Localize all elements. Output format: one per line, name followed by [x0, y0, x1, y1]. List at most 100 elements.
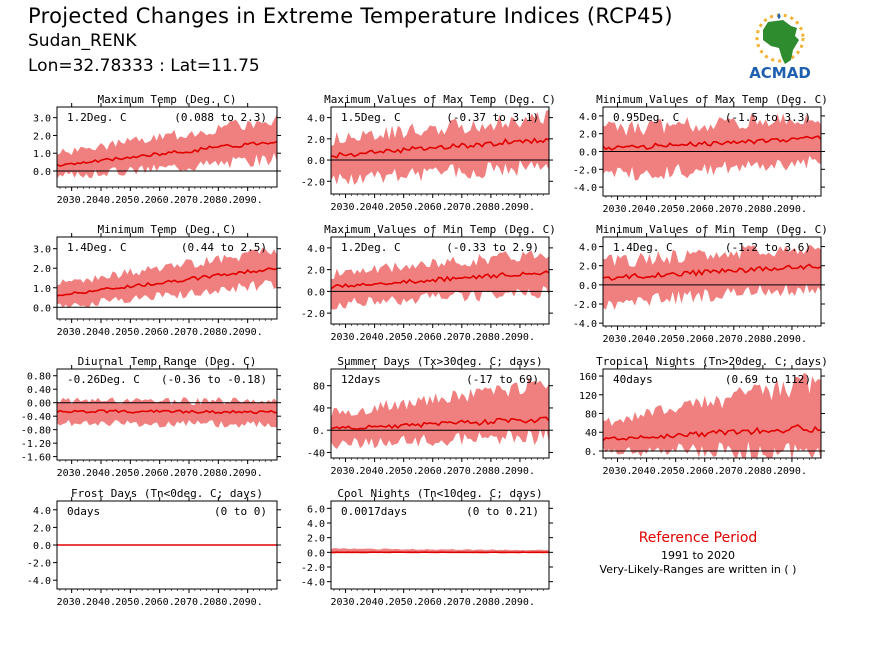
range-note: Very-Likely-Ranges are written in ( ) — [599, 563, 797, 576]
y-tick-label: 2.0 — [579, 130, 597, 141]
x-tick-label: 2040. — [360, 332, 390, 343]
x-tick-label: 2040. — [632, 204, 662, 215]
x-tick-label: 2030. — [602, 334, 632, 345]
mean-change-label: 12days — [341, 373, 381, 386]
x-tick-label: 2080. — [476, 332, 506, 343]
y-tick-label: 0.0 — [33, 167, 51, 178]
x-tick-label: 2080. — [476, 466, 506, 477]
mean-change-label: 1.4Deg. C — [613, 241, 673, 254]
chart-panel-2: 4.02.00.0-2.02030.2040.2050.2060.2070.20… — [301, 93, 556, 213]
y-tick-label: 2.0 — [33, 264, 51, 275]
plot-frame — [56, 106, 278, 188]
mean-change-line — [57, 140, 277, 167]
x-tick-label: 2040. — [632, 334, 662, 345]
x-tick-label: 2050. — [389, 466, 419, 477]
page-title: Projected Changes in Extreme Temperature… — [28, 4, 673, 28]
x-tick-label: 2060. — [418, 202, 448, 213]
y-tick-label: 0.00 — [27, 399, 51, 410]
plot-frame — [330, 368, 550, 459]
panel-title: Tropical Nights (Tn>20deg. C; days) — [596, 355, 828, 368]
x-tick-label: 2080. — [476, 597, 506, 608]
x-tick-label: 2050. — [115, 597, 145, 608]
panel-title: Minimum Temp (Deg. C) — [97, 223, 236, 236]
mean-change-label: 0.0017days — [341, 505, 407, 518]
x-tick-label: 2060. — [690, 204, 720, 215]
x-tick-label: 2070. — [719, 204, 749, 215]
y-tick-label: 0.0 — [33, 541, 51, 552]
x-tick-label: 2080. — [203, 195, 233, 206]
likely-range-band — [331, 109, 549, 185]
range-label: (0.44 to 2.5) — [181, 241, 267, 254]
mean-change-line — [57, 267, 277, 297]
x-tick-label: 2040. — [360, 597, 390, 608]
x-tick-label: 2040. — [632, 466, 662, 477]
x-tick-label: 2080. — [476, 202, 506, 213]
y-tick-label: -0.80 — [21, 426, 51, 437]
y-tick-label: -0.40 — [21, 412, 51, 423]
y-tick-label: -2.0 — [301, 563, 325, 574]
x-tick-label: 2030. — [57, 597, 87, 608]
water-drop-icon — [777, 13, 781, 19]
x-tick-label: 2040. — [86, 597, 116, 608]
x-tick-label: 2040. — [360, 202, 390, 213]
range-label: (-17 to 69) — [466, 373, 539, 386]
y-tick-label: -4.0 — [27, 576, 51, 587]
x-tick-label: 2090. — [233, 195, 263, 206]
panel-title: Maximum Values of Min Temp (Deg. C) — [324, 223, 556, 236]
y-tick-label: 0.0 — [579, 281, 597, 292]
x-tick-label: 2080. — [748, 466, 778, 477]
y-tick-label: 0.0 — [307, 287, 325, 298]
x-tick-label: 2070. — [174, 468, 204, 479]
x-tick-label: 2070. — [447, 202, 477, 213]
reference-period-years: 1991 to 2020 — [660, 549, 736, 562]
x-tick-label: 2050. — [661, 466, 691, 477]
y-tick-label: 0.0 — [33, 303, 51, 314]
chart-panel-8: 80 40 0. -40 2030.2040.2050.2060.2070.2080.2… — [307, 355, 553, 477]
x-tick-label: 2070. — [719, 334, 749, 345]
mean-change-line — [331, 416, 549, 431]
mean-change-label: 1.2Deg. C — [341, 241, 401, 254]
mean-change-label: 1.2Deg. C — [67, 111, 127, 124]
y-tick-label: 0.0 — [307, 156, 325, 167]
plot-frame — [330, 106, 550, 195]
x-tick-label: 2070. — [719, 466, 749, 477]
x-tick-label: 2040. — [86, 327, 116, 338]
x-tick-label: 2090. — [233, 468, 263, 479]
chart-panel-11: 6.0 4.0 2.0 0.0 -2.0 -4.0 2030.2040.2050.2060.… — [301, 487, 553, 608]
y-tick-label: -2.0 — [573, 165, 597, 176]
x-tick-label: 2090. — [505, 466, 535, 477]
x-tick-label: 2090. — [777, 466, 807, 477]
y-tick-label: 3.0 — [33, 114, 51, 125]
y-tick-label: -40 — [307, 448, 325, 459]
range-label: (-1.5 to 3.3) — [725, 111, 811, 124]
x-tick-label: 2030. — [57, 327, 87, 338]
y-tick-label: 2.0 — [307, 534, 325, 545]
x-tick-label: 2040. — [86, 468, 116, 479]
chart-panel-6: 4.0 2.0 0.0 -2.0 -4.0 2030.2040.2050.2060.207… — [573, 223, 828, 345]
y-tick-label: 4.0 — [579, 112, 597, 123]
reference-period-title: Reference Period — [638, 530, 758, 546]
y-tick-label: 120 — [579, 391, 597, 402]
x-tick-label: 2070. — [174, 327, 204, 338]
location-name: Sudan_RENK — [28, 31, 137, 51]
panel-title: Cool Nights (Tn<10deg. C; days) — [337, 487, 542, 500]
x-tick-label: 2060. — [418, 332, 448, 343]
x-tick-label: 2080. — [203, 468, 233, 479]
mean-change-label: 0.95Deg. C — [613, 111, 679, 124]
y-tick-label: 40 — [313, 404, 325, 415]
panel-title: Minimum Values of Min Temp (Deg. C) — [596, 223, 828, 236]
plot-frame — [330, 500, 550, 590]
y-tick-label: -4.0 — [301, 578, 325, 589]
range-label: (0 to 0.21) — [466, 505, 539, 518]
y-tick-label: 1.0 — [33, 284, 51, 295]
africa-silhouette — [763, 20, 799, 64]
x-tick-label: 2060. — [418, 597, 448, 608]
y-tick-label: 2.0 — [33, 523, 51, 534]
chart-panel-5: 4.02.00.0-2.02030.2040.2050.2060.2070.20… — [301, 223, 556, 343]
x-tick-label: 2090. — [505, 202, 535, 213]
range-label: (0.69 to 112) — [725, 373, 811, 386]
y-tick-label: 0. — [313, 426, 325, 437]
mean-change-label: 0days — [67, 505, 100, 518]
panel-title: Frost Days (Tn<0deg. C; days) — [71, 487, 263, 500]
x-tick-label: 2030. — [602, 466, 632, 477]
